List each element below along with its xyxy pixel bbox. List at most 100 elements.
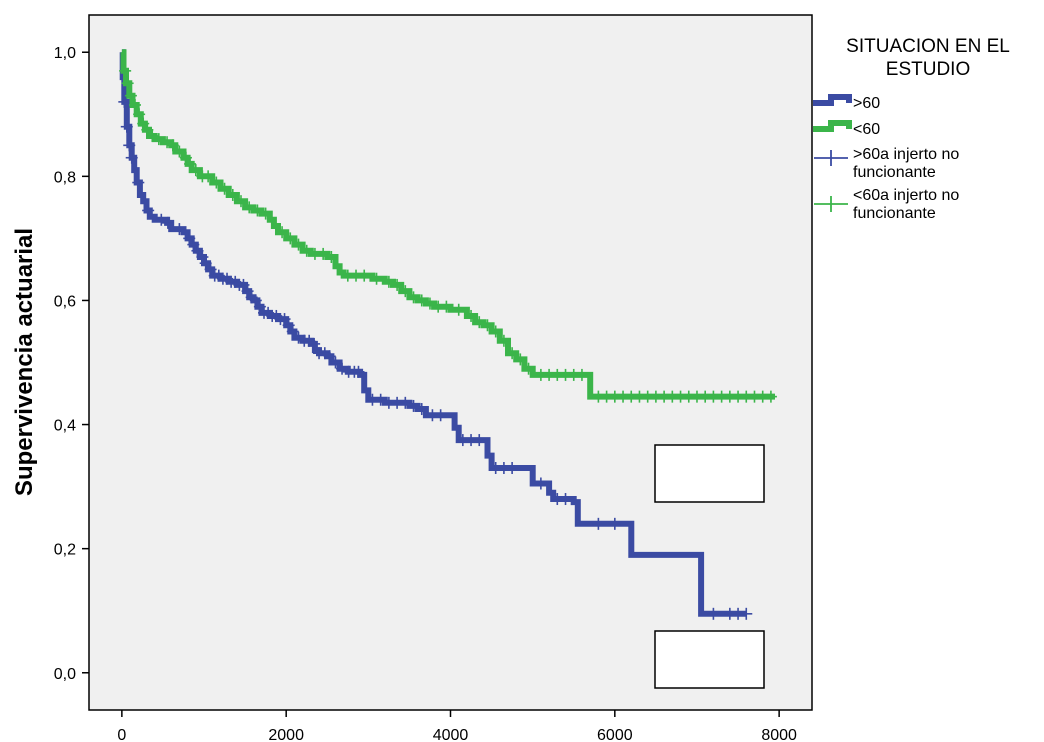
legend-label-under60-censor-line-1: <60a injerto no <box>853 187 959 204</box>
censor-mark <box>286 325 299 338</box>
y-tick-label: 0,4 <box>54 418 76 435</box>
censor-mark <box>259 207 272 220</box>
censor-mark <box>123 139 136 152</box>
censor-mark <box>317 247 330 260</box>
censor-mark <box>142 204 155 217</box>
censor-mark <box>253 300 266 313</box>
censor-mark <box>489 325 502 338</box>
censor-mark <box>452 303 465 316</box>
x-axis: 0 2000 4000 6000 8000 <box>117 710 797 742</box>
censor-mark <box>374 393 387 406</box>
censor-mark <box>329 356 342 369</box>
censor-mark <box>125 151 138 164</box>
censor-mark <box>308 337 321 350</box>
censor-mark <box>146 130 159 143</box>
censor-mark <box>183 232 196 245</box>
censor-mark <box>506 347 519 360</box>
censor-mark <box>608 517 621 530</box>
legend-swatch-over60-line <box>813 94 852 106</box>
censor-mark <box>278 313 291 326</box>
y-axis: 0,0 0,2 0,4 0,6 0,8 1,0 <box>54 45 89 683</box>
censor-mark <box>243 201 256 214</box>
censor-mark <box>358 269 371 282</box>
censor-mark <box>133 108 146 121</box>
censor-mark <box>303 334 316 347</box>
censor-mark <box>155 213 168 226</box>
censor-mark <box>407 291 420 304</box>
censor-mark <box>184 157 197 170</box>
censor-mark <box>352 365 365 378</box>
censor-mark <box>318 347 331 360</box>
censor-mark <box>199 257 212 270</box>
censor-mark <box>440 300 453 313</box>
censor-mark <box>124 89 137 102</box>
y-tick-label: 0,8 <box>54 169 76 186</box>
legend-swatch-under60-line <box>813 120 852 132</box>
censor-mark <box>399 396 412 409</box>
censor-mark <box>506 461 519 474</box>
legend-label-under60: <60 <box>853 121 880 138</box>
censor-mark <box>237 278 250 291</box>
y-tick-label: 0,6 <box>54 293 76 310</box>
censor-mark <box>323 350 336 363</box>
censor-mark <box>173 223 186 236</box>
censor-mark <box>473 434 486 447</box>
censor-mark <box>189 164 202 177</box>
censor-mark <box>161 136 174 149</box>
censor-mark <box>407 399 420 412</box>
legend-label-over60: >60 <box>853 95 880 112</box>
censor-mark <box>292 238 305 251</box>
censor-mark <box>121 77 134 90</box>
censor-mark <box>740 607 753 620</box>
censor-mark <box>249 294 262 307</box>
censor-mark <box>204 263 217 276</box>
censor-mark <box>132 176 145 189</box>
censor-mark <box>226 188 239 201</box>
legend-label-over60-censor-line-1: >60a injerto no <box>853 146 959 163</box>
censor-mark <box>196 251 209 264</box>
censor-mark <box>391 278 404 291</box>
censor-mark <box>251 204 264 217</box>
censor-mark <box>179 151 192 164</box>
x-tick-label: 4000 <box>433 727 469 742</box>
censor-mark <box>465 309 478 322</box>
y-tick-label: 1,0 <box>54 45 76 62</box>
blank-box <box>654 444 765 503</box>
legend-title-line-2: ESTUDIO <box>886 59 970 80</box>
censor-mark <box>241 285 254 298</box>
censor-mark <box>534 477 547 490</box>
x-tick-label: 0 <box>117 727 126 742</box>
censor-mark <box>218 182 231 195</box>
censor-mark <box>325 251 338 264</box>
censor-mark <box>592 517 605 530</box>
censor-mark <box>234 195 247 208</box>
censor-mark <box>152 133 165 146</box>
x-tick-label: 6000 <box>597 727 633 742</box>
censor-mark <box>423 297 436 310</box>
censor-mark <box>137 117 150 130</box>
censor-mark <box>415 403 428 416</box>
censor-mark <box>559 493 572 506</box>
series-layer <box>118 49 777 620</box>
censor-mark <box>382 275 395 288</box>
censor-mark <box>292 331 305 344</box>
censor-mark <box>575 368 588 381</box>
legend-label-under60-censor-line-2: funcionante <box>853 205 936 222</box>
censor-mark <box>276 226 289 239</box>
censor-mark <box>191 244 204 257</box>
censor-mark <box>118 95 131 108</box>
censor-mark <box>514 353 527 366</box>
censor-mark <box>173 145 186 158</box>
y-tick-label: 0,0 <box>54 666 76 683</box>
censor-mark <box>707 607 720 620</box>
censor-mark <box>141 123 154 136</box>
censor-mark <box>497 334 510 347</box>
censor-mark <box>522 362 535 375</box>
censor-mark <box>119 64 132 77</box>
censor-mark <box>481 319 494 332</box>
censor-mark <box>202 170 215 183</box>
censor-mark <box>764 390 777 403</box>
legend-swatch-under60-censor <box>814 196 848 212</box>
y-axis-label: Supervivencia actuarial <box>11 228 38 496</box>
